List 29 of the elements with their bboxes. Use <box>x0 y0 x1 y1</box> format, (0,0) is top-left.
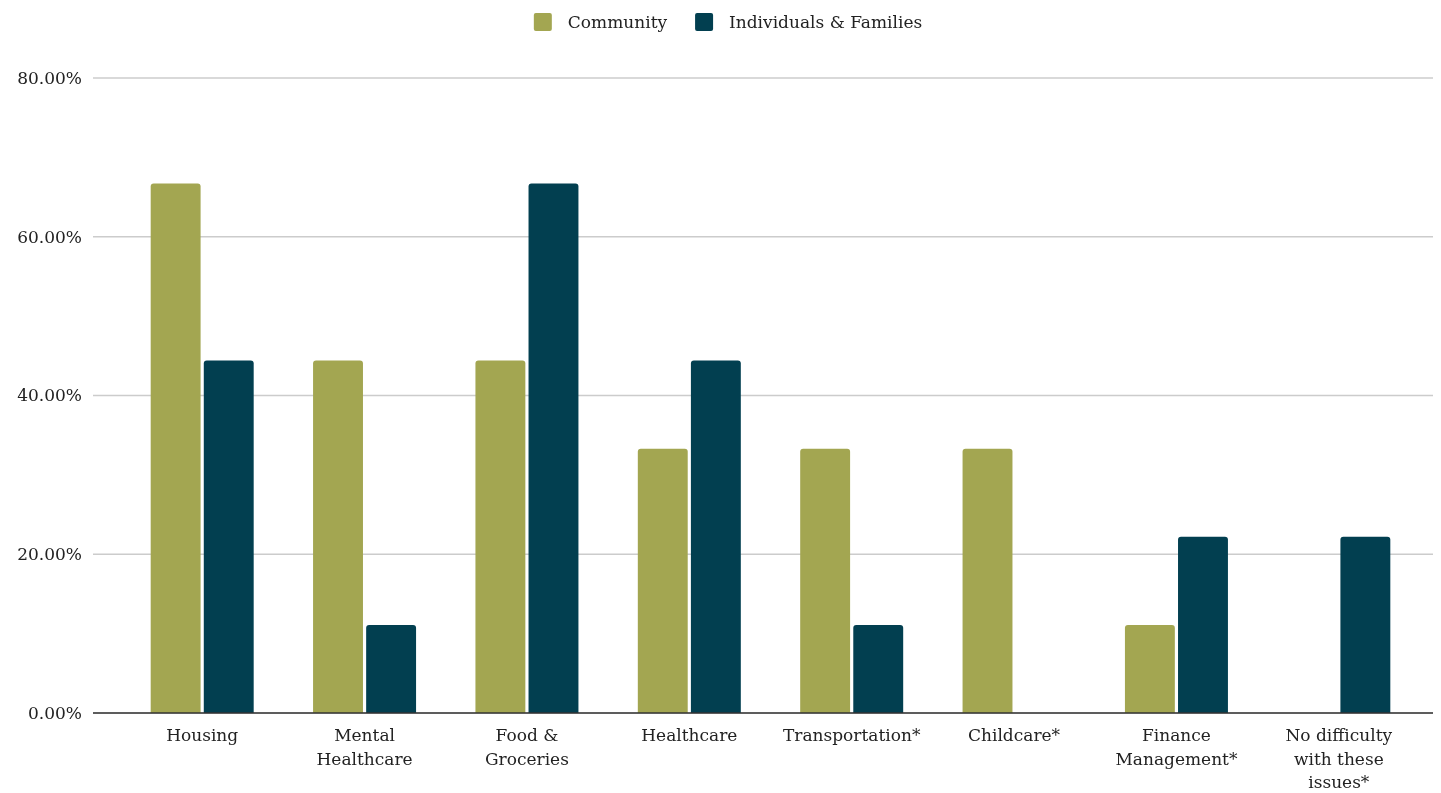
bar <box>853 624 904 713</box>
y-tick-label: 0.00% <box>27 702 82 723</box>
x-tick-label: Mental Healthcare <box>316 725 413 769</box>
x-tick-label: Childcare* <box>968 725 1061 745</box>
bar <box>203 360 254 713</box>
bar <box>313 360 363 713</box>
bar <box>962 448 1013 713</box>
x-tick-label: Food & Groceries <box>485 725 569 769</box>
bar <box>690 360 741 713</box>
bar <box>475 360 526 713</box>
bar <box>637 448 688 713</box>
legend-label: Individuals & Families <box>729 11 923 32</box>
x-tick-label: Finance Management* <box>1115 725 1238 769</box>
x-tick-label: Transportation* <box>782 725 921 745</box>
y-tick-label: 60.00% <box>17 226 82 247</box>
bar <box>528 183 579 713</box>
bar <box>150 183 201 713</box>
y-tick-label: 20.00% <box>17 544 82 565</box>
bar <box>366 624 417 713</box>
bar <box>800 448 851 713</box>
bar <box>1124 624 1175 713</box>
bar <box>1340 536 1391 713</box>
legend-label: Community <box>567 11 668 32</box>
y-tick-label: 40.00% <box>17 385 82 406</box>
x-tick-label: No difficulty with these issues* <box>1285 725 1393 792</box>
x-tick-label: Healthcare <box>641 725 738 745</box>
bar <box>1178 536 1228 713</box>
y-tick-label: 80.00% <box>17 67 82 88</box>
x-tick-label: Housing <box>166 725 239 745</box>
